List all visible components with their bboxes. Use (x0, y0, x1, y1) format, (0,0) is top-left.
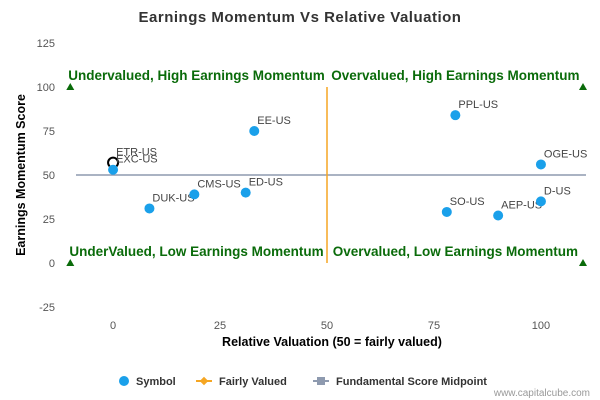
scatter-point (450, 110, 461, 121)
y-tick-label: 100 (37, 82, 55, 94)
legend-symbol-icon (119, 376, 129, 386)
scatter-point-label: EE-US (257, 115, 291, 127)
scatter-point (493, 210, 504, 221)
scatter-point (144, 203, 155, 214)
quadrant-label-top-left: Undervalued, High Earnings Momentum (68, 68, 325, 83)
scatter-point (441, 206, 452, 217)
scatter-point (108, 164, 119, 175)
quadrant-label-bottom-right: Overvalued, Low Earnings Momentum (333, 244, 578, 259)
legend-item-fairly-valued[interactable]: Fairly Valued (196, 376, 287, 388)
scatter-point-label: EXC-US (116, 154, 158, 166)
legend-label-symbol: Symbol (136, 376, 176, 388)
triangle-marker-icon (66, 83, 75, 90)
x-axis-title: Relative Valuation (50 = fairly valued) (222, 335, 442, 349)
credit-link[interactable]: www.capitalcube.com (493, 388, 590, 399)
scatter-point (535, 196, 546, 207)
y-axis: -25 0 25 50 75 100 125 (37, 38, 55, 314)
legend-item-midpoint[interactable]: Fundamental Score Midpoint (313, 376, 487, 388)
y-axis-title: Earnings Momentum Score (14, 94, 28, 256)
scatter-point-label: D-US (544, 185, 571, 197)
x-tick-label: 25 (214, 320, 226, 332)
legend-item-symbol[interactable]: Symbol (119, 376, 176, 388)
x-tick-label: 75 (428, 320, 440, 332)
scatter-point (535, 159, 546, 170)
x-tick-label: 0 (110, 320, 116, 332)
y-tick-label: -25 (39, 302, 55, 314)
scatter-point-label: ETR-US (116, 147, 157, 159)
x-axis: 0 25 50 75 100 (110, 320, 550, 332)
chart-title: Earnings Momentum Vs Relative Valuation (139, 9, 462, 26)
y-tick-label: 0 (49, 258, 55, 270)
scatter-point-label: SO-US (450, 196, 485, 208)
scatter-point-label: DUK-US (152, 192, 194, 204)
scatter-point (240, 187, 251, 198)
scatter-point-label: AEP-US (501, 199, 542, 211)
x-tick-label: 50 (321, 320, 333, 332)
scatter-point-label: OGE-US (544, 148, 587, 160)
legend-diamond-icon (199, 376, 209, 386)
legend: Symbol Fairly Valued Fundamental Score M… (119, 376, 487, 388)
y-tick-label: 75 (43, 126, 55, 138)
y-tick-label: 125 (37, 38, 55, 50)
triangle-marker-icon (66, 259, 75, 266)
triangle-marker-icon (579, 259, 587, 266)
legend-square-icon (317, 377, 325, 385)
x-tick-label: 100 (532, 320, 550, 332)
legend-label-fairly-valued: Fairly Valued (219, 376, 287, 388)
scatter-point-label: ED-US (249, 177, 283, 189)
scatter-point-label: CMS-US (197, 178, 240, 190)
quadrant-label-bottom-left: UnderValued, Low Earnings Momentum (69, 244, 323, 259)
legend-label-midpoint: Fundamental Score Midpoint (336, 376, 487, 388)
plot-area: -25 0 25 50 75 100 125 0 25 50 75 100 Undervalued,… (37, 38, 588, 332)
scatter-point (249, 126, 260, 136)
scatter-point (189, 189, 200, 200)
y-tick-label: 25 (43, 214, 55, 226)
triangle-marker-icon (579, 83, 587, 90)
quadrant-label-top-right: Overvalued, High Earnings Momentum (331, 68, 579, 83)
scatter-point-label: PPL-US (458, 99, 498, 111)
quadrant-corner-markers (66, 83, 587, 266)
y-tick-label: 50 (43, 170, 55, 182)
